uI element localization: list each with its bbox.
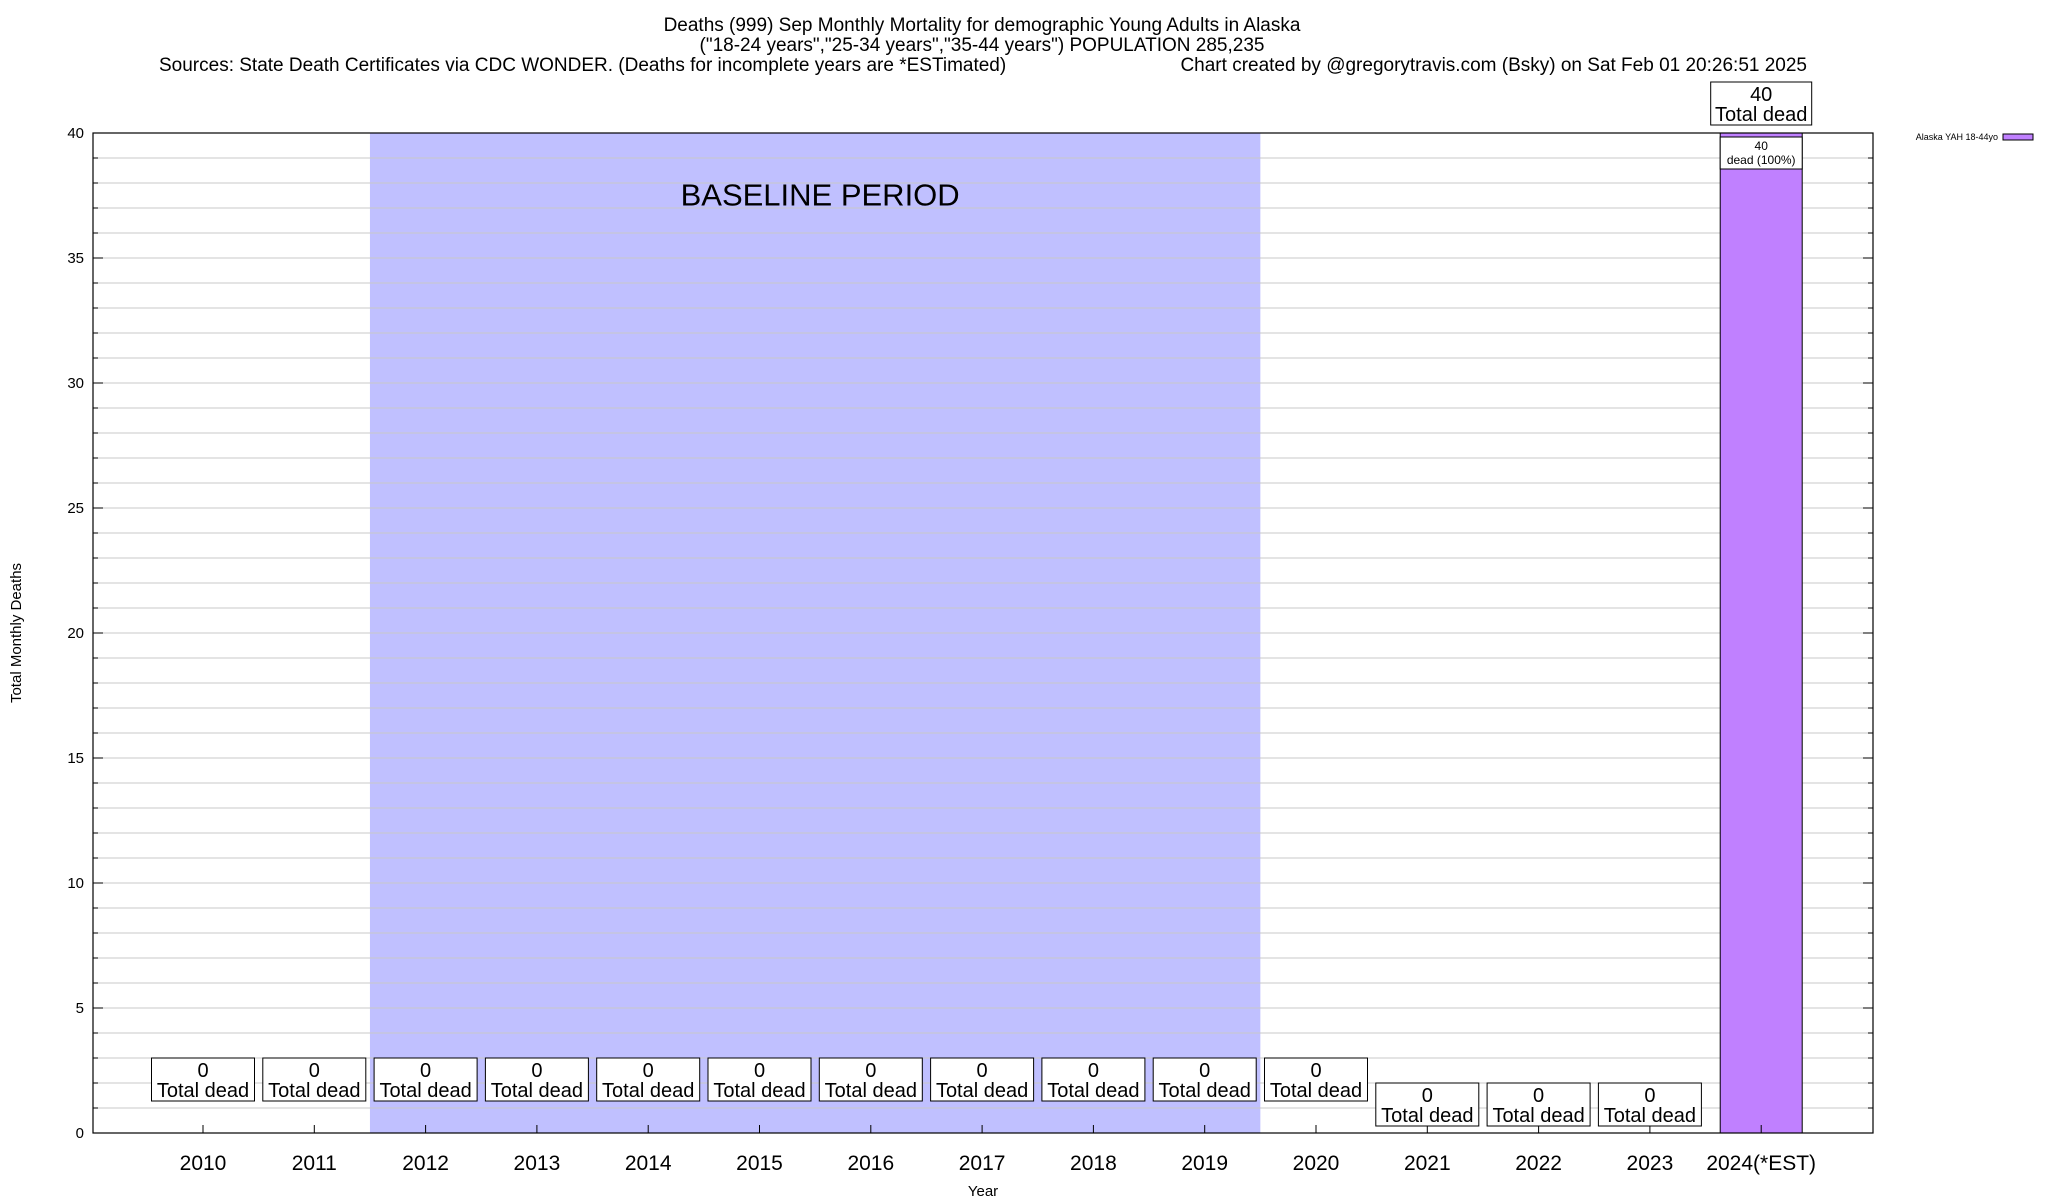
chart-title: Deaths (999) Sep Monthly Mortality for d…: [664, 15, 1301, 36]
total-label-value: 0: [977, 1060, 988, 1082]
total-label-value: 0: [1533, 1085, 1544, 1107]
total-label-box: [1375, 1082, 1480, 1127]
y-tick-label: 40: [67, 125, 84, 142]
x-tick-label: 2010: [180, 1152, 227, 1175]
y-tick-label: 25: [67, 500, 84, 517]
legend: Alaska YAH 18-44yo: [1916, 132, 2034, 142]
x-tick-label: 2011: [292, 1152, 337, 1175]
total-label-text: Total dead: [1270, 1080, 1362, 1102]
total-label-box: [1152, 1057, 1257, 1102]
total-label-box: [1264, 1057, 1368, 1102]
total-label-value: 0: [754, 1060, 765, 1082]
total-label-value: 0: [1310, 1060, 1321, 1082]
x-axis-label: Year: [968, 1183, 998, 1200]
total-label-box: [818, 1057, 923, 1102]
x-tick-label: 2013: [514, 1152, 561, 1175]
total-label-value: 0: [531, 1060, 542, 1082]
x-tick-label: 2023: [1627, 1152, 1674, 1175]
total-label-value: 0: [309, 1060, 320, 1082]
total-label-text: Total dead: [825, 1080, 917, 1102]
y-tick-label: 15: [67, 750, 84, 767]
total-label-text: Total dead: [1604, 1105, 1696, 1127]
x-tick-label: 2012: [402, 1152, 449, 1175]
x-tick-label: 2024(*EST): [1706, 1152, 1816, 1175]
total-label-text: Total dead: [1047, 1080, 1139, 1102]
total-label-value: 0: [420, 1060, 431, 1082]
total-label-text: Total dead: [713, 1080, 805, 1102]
total-label-text: Total dead: [268, 1080, 360, 1102]
total-label-text: Total dead: [379, 1080, 471, 1102]
y-tick-label: 5: [76, 1000, 84, 1017]
y-tick-label: 20: [67, 625, 84, 642]
total-label-value: 0: [865, 1060, 876, 1082]
total-label-box: [484, 1057, 589, 1102]
total-label-value: 0: [197, 1060, 208, 1082]
x-tick-label: 2021: [1404, 1152, 1451, 1175]
total-label-box: [262, 1057, 367, 1102]
y-tick-label: 35: [67, 250, 84, 267]
x-tick-label: 2016: [847, 1152, 894, 1175]
total-label-value: 0: [1088, 1060, 1099, 1082]
segment-label-value: 40: [1755, 139, 1769, 153]
y-axis-label: Total Monthly Deaths: [8, 563, 25, 703]
total-label-box: [373, 1057, 478, 1102]
total-label-value: 0: [643, 1060, 654, 1082]
total-label-box: [930, 1057, 1035, 1102]
total-label-box: [1710, 81, 1813, 126]
total-label-text: Total dead: [936, 1080, 1028, 1102]
x-tick-label: 2019: [1181, 1152, 1228, 1175]
segment-label-box: [1719, 136, 1803, 170]
chart-subtitle: ("18-24 years","25-34 years","35-44 year…: [700, 35, 1265, 56]
x-tick-label: 2022: [1515, 1152, 1562, 1175]
chart-sources: Sources: State Death Certificates via CD…: [159, 55, 1006, 76]
y-tick-label: 0: [76, 1125, 84, 1142]
x-tick-label: 2015: [736, 1152, 783, 1175]
x-tick-label: 2014: [625, 1152, 672, 1175]
total-label-text: Total dead: [1715, 104, 1807, 126]
total-label-text: Total dead: [157, 1080, 249, 1102]
chart-credit: Chart created by @gregorytravis.com (Bsk…: [1180, 55, 1807, 76]
total-label-box: [596, 1057, 701, 1102]
total-label-value: 0: [1422, 1085, 1433, 1107]
total-label-value: 0: [1199, 1060, 1210, 1082]
total-label-value: 0: [1644, 1085, 1655, 1107]
y-axis-ticks: 0 5 10 15 20 25 30 35 40: [67, 125, 1873, 1142]
x-tick-label: 2017: [959, 1152, 1006, 1175]
bars: [1719, 132, 1803, 1134]
x-tick-label: 2018: [1070, 1152, 1117, 1175]
bar: [1719, 132, 1803, 1134]
total-label-text: Total dead: [602, 1080, 694, 1102]
legend-label: Alaska YAH 18-44yo: [1916, 132, 1998, 142]
y-tick-label: 10: [67, 875, 84, 892]
total-label-text: Total dead: [491, 1080, 583, 1102]
total-label-box: [1597, 1082, 1702, 1127]
x-axis-ticks: 2010 2011 2012 2013 2014 2015 2016 2017 2018 2019…: [180, 1125, 1816, 1175]
legend-swatch: [2002, 133, 2034, 141]
total-label-box: [1041, 1057, 1146, 1102]
x-tick-label: 2020: [1293, 1152, 1340, 1175]
total-label-value: 40: [1750, 84, 1772, 106]
segment-label-text: dead (100%): [1727, 153, 1796, 167]
total-label-box: [707, 1057, 812, 1102]
total-label-box: [151, 1057, 255, 1102]
y-tick-label: 30: [67, 375, 84, 392]
total-label-text: Total dead: [1381, 1105, 1473, 1127]
baseline-period-label: BASELINE PERIOD: [681, 178, 960, 213]
total-label-box: [1486, 1082, 1591, 1127]
total-label-text: Total dead: [1159, 1080, 1251, 1102]
total-label-text: Total dead: [1492, 1105, 1584, 1127]
